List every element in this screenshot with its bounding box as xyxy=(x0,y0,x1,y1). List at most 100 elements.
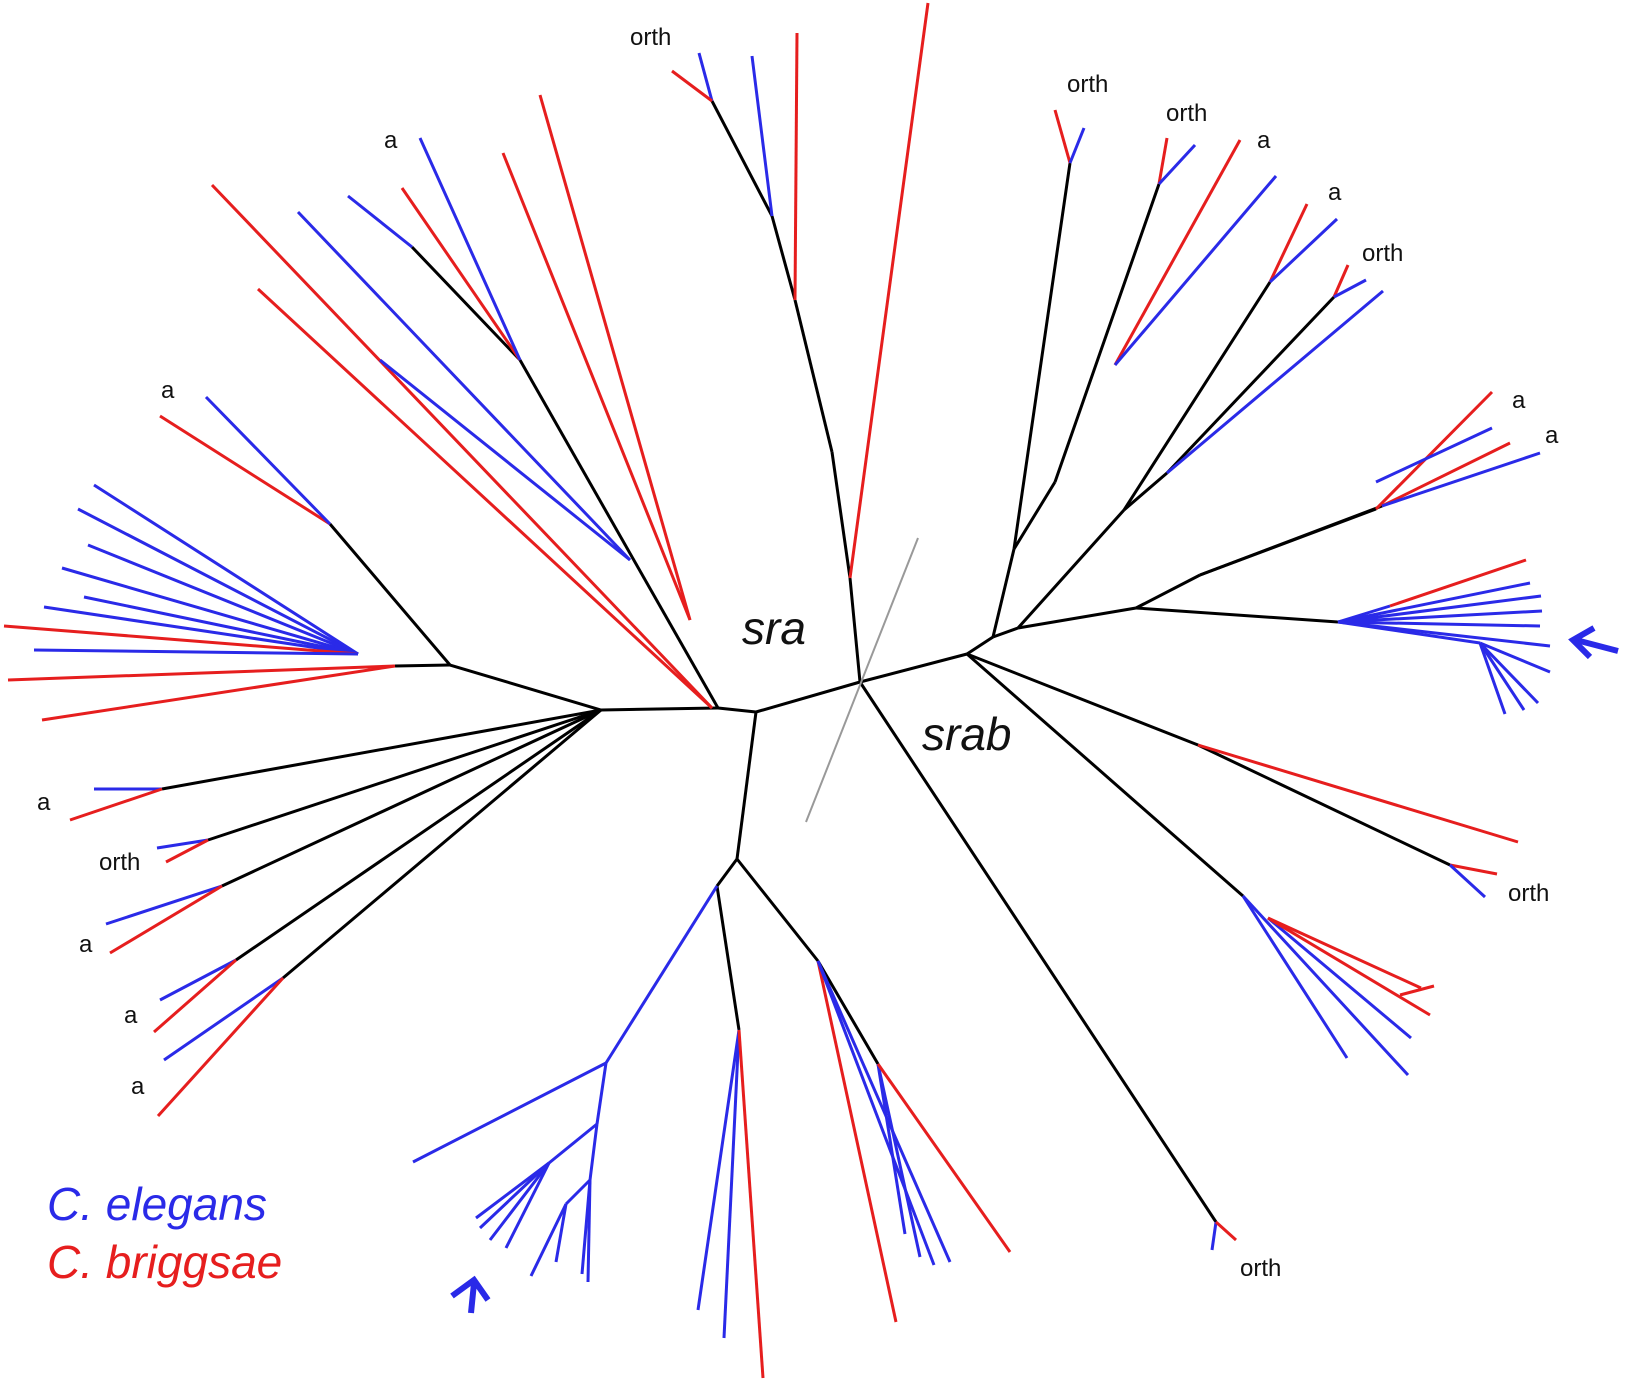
c-elegans-branch xyxy=(33,648,359,656)
c-elegans-branch xyxy=(163,976,284,1062)
c-briggsae-branch xyxy=(1332,264,1350,298)
tip-label-a: a xyxy=(161,377,175,404)
c-briggsae-branch xyxy=(876,1063,1012,1253)
c-elegans-branch xyxy=(1241,894,1410,1077)
c-briggsae-branch xyxy=(153,958,237,1034)
c-briggsae-branch xyxy=(1113,139,1242,366)
internal-branch xyxy=(848,577,862,683)
c-elegans-branch xyxy=(1268,217,1339,284)
c-elegans-branch xyxy=(1210,1221,1218,1251)
internal-branch xyxy=(1165,295,1336,475)
tip-label-orth: orth xyxy=(1240,1255,1281,1282)
tip-label-a: a xyxy=(1545,422,1559,449)
clade-divider-line xyxy=(805,537,919,823)
tip-label-orth: orth xyxy=(630,24,671,51)
c-elegans-branch xyxy=(1478,641,1540,705)
arrow-right-cluster-icon xyxy=(1568,625,1619,660)
internal-branch xyxy=(1122,281,1272,511)
c-elegans-branch xyxy=(1479,641,1551,674)
c-briggsae-branch xyxy=(159,414,331,526)
c-elegans-branch xyxy=(488,1162,551,1241)
c-elegans-branch xyxy=(1337,620,1541,628)
tip-label-a: a xyxy=(79,931,93,958)
internal-branch xyxy=(966,652,1244,898)
internal-branch xyxy=(161,708,602,791)
internal-branch xyxy=(715,885,741,1031)
c-elegans-branch xyxy=(876,1063,907,1235)
c-briggsae-branch xyxy=(156,976,285,1118)
c-elegans-branch xyxy=(604,885,719,1064)
c-briggsae-branch xyxy=(165,838,209,864)
c-elegans-branch xyxy=(1478,642,1507,715)
c-elegans-branch xyxy=(529,1203,568,1277)
c-elegans-branch xyxy=(1157,143,1197,186)
c-elegans-branch xyxy=(93,483,359,656)
internal-branch xyxy=(1135,606,1339,624)
c-elegans-branch xyxy=(588,1123,599,1181)
c-elegans-branch xyxy=(1381,451,1541,508)
c-briggsae-branch xyxy=(1214,1220,1238,1242)
internal-branch xyxy=(966,635,994,656)
tip-label-a: a xyxy=(124,1002,138,1029)
arrow-bottom-cluster-icon xyxy=(450,1275,491,1314)
c-elegans-branch xyxy=(418,137,522,361)
internal-branch xyxy=(717,706,757,714)
c-briggsae-branch xyxy=(671,69,713,103)
internal-branch xyxy=(715,858,739,887)
c-briggsae-branch xyxy=(1399,984,1435,997)
c-briggsae-branch xyxy=(1053,109,1072,164)
internal-branch xyxy=(755,680,861,714)
tip-label-orth: orth xyxy=(1166,100,1207,127)
c-elegans-branch xyxy=(1333,278,1367,299)
c-elegans-branch xyxy=(204,395,332,526)
internal-branch xyxy=(992,626,1019,639)
c-elegans-branch xyxy=(379,358,631,562)
internal-branch xyxy=(770,215,797,301)
internal-branch xyxy=(710,100,774,217)
internal-branch xyxy=(1123,471,1168,512)
c-briggsae-branch xyxy=(210,183,714,710)
tip-label-orth: orth xyxy=(99,849,140,876)
tip-label-a: a xyxy=(1257,127,1271,154)
c-elegans-branch xyxy=(1478,642,1526,711)
c-briggsae-branch xyxy=(848,2,930,579)
c-elegans-branch xyxy=(1113,175,1278,366)
c-elegans-branch xyxy=(696,1029,741,1311)
c-briggsae-branch xyxy=(737,1029,765,1379)
internal-branch xyxy=(328,523,452,666)
internal-branch xyxy=(235,708,602,962)
c-elegans-branch xyxy=(296,210,632,562)
internal-branch xyxy=(1016,508,1126,630)
c-elegans-branch xyxy=(1337,620,1481,645)
c-elegans-branch xyxy=(159,958,237,1002)
c-elegans-branch xyxy=(1068,127,1086,164)
internal-branch xyxy=(1012,481,1057,550)
tip-label-a: a xyxy=(384,127,398,154)
internal-branch xyxy=(207,708,602,842)
c-elegans-branch xyxy=(580,1179,592,1275)
tip-label-orth: orth xyxy=(1362,240,1403,267)
c-briggsae-branch xyxy=(69,787,163,822)
internal-branch xyxy=(966,652,1199,747)
c-elegans-branch xyxy=(1337,609,1543,624)
clade-label-sra: sra xyxy=(742,602,806,654)
internal-branch xyxy=(735,711,758,860)
tip-label-a: a xyxy=(37,789,51,816)
c-elegans-branch xyxy=(564,1178,592,1206)
tip-label-a: a xyxy=(1512,387,1526,414)
tip-label-orth: orth xyxy=(1067,71,1108,98)
c-elegans-branch xyxy=(1166,289,1384,475)
internal-branch xyxy=(858,681,1218,1223)
tip-label-a: a xyxy=(1328,179,1342,206)
c-briggsae-branch xyxy=(793,32,799,301)
c-elegans-branch xyxy=(876,1063,922,1258)
c-elegans-branch xyxy=(1337,581,1531,624)
internal-branch xyxy=(518,359,720,709)
c-elegans-branch xyxy=(1448,863,1487,899)
c-briggsae-branch xyxy=(501,152,692,621)
internal-branch xyxy=(830,451,852,579)
c-briggsae-branch xyxy=(3,624,359,656)
c-elegans-branch xyxy=(77,507,359,656)
internal-branch xyxy=(1199,504,1383,577)
